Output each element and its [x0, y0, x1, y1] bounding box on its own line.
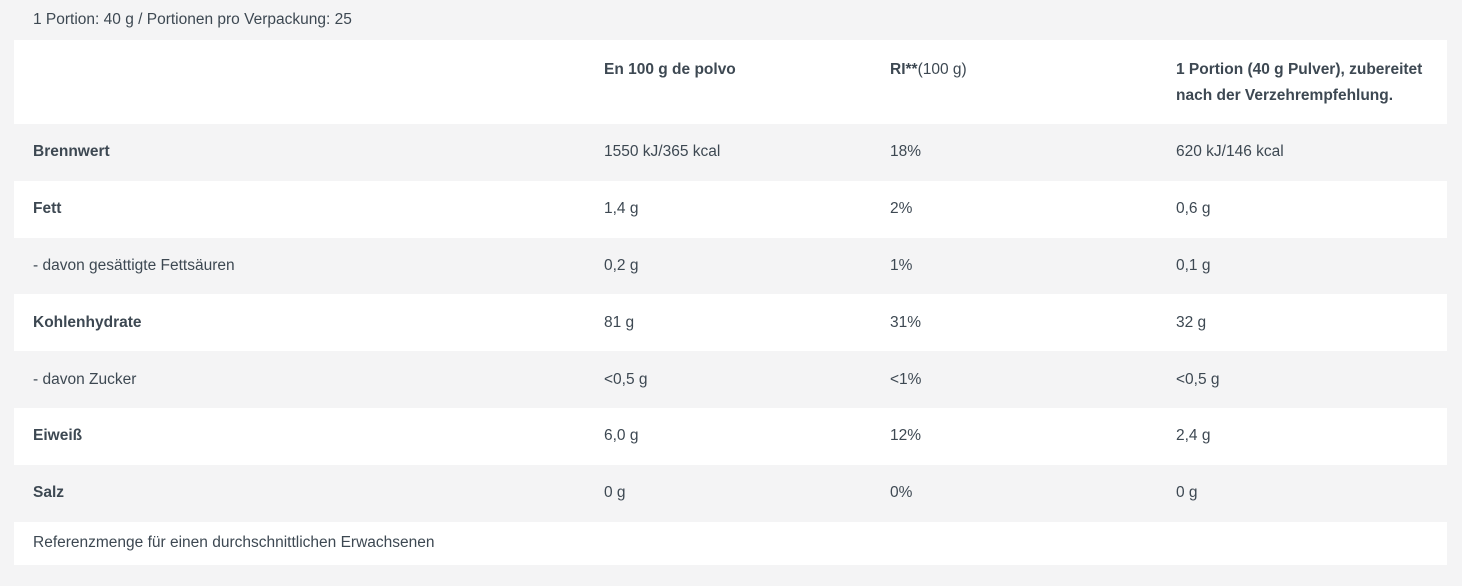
nutrition-table: En 100 g de polvo RI**(100 g) 1 Portion … [14, 40, 1447, 565]
value-portion: 32 g [1176, 313, 1207, 331]
value-per-100g: 6,0 g [604, 427, 639, 445]
value-portion: 0,1 g [1176, 256, 1211, 274]
header-per-100g: En 100 g de polvo [604, 61, 736, 78]
value-portion: <0,5 g [1176, 370, 1220, 388]
nutrient-label: Salz [33, 484, 65, 502]
header-ri-unit: (100 g) [917, 61, 967, 78]
value-ri: 2% [890, 200, 913, 218]
nutrient-label: Eiweiß [33, 427, 83, 445]
portion-info-line: 1 Portion: 40 g / Portionen pro Verpacku… [33, 11, 352, 28]
value-portion: 0 g [1176, 484, 1198, 502]
nutrient-label: Fett [33, 200, 62, 218]
value-ri: 31% [890, 313, 922, 331]
value-portion: 620 kJ/146 kcal [1176, 143, 1284, 161]
header-ri-abbrev: RI** [890, 61, 918, 78]
table-row: Eiweiß 6,0 g 12% 2,4 g [14, 407, 1447, 465]
table-header-row: En 100 g de polvo RI**(100 g) 1 Portion … [14, 40, 1447, 124]
value-per-100g: 81 g [604, 313, 635, 331]
value-per-100g: 0 g [604, 484, 626, 502]
table-row: Salz 0 g 0% 0 g [14, 465, 1447, 522]
header-portion-line1: 1 Portion (40 g Pulver), zubereitet [1176, 61, 1423, 78]
table-row: - davon gesättigte Fettsäuren 0,2 g 1% 0… [14, 238, 1447, 295]
nutrient-label: - davon gesättigte Fettsäuren [33, 256, 235, 274]
table-row: Brennwert 1550 kJ/365 kcal 18% 620 kJ/14… [14, 124, 1447, 181]
table-row: - davon Zucker <0,5 g <1% <0,5 g [14, 351, 1447, 408]
header-portion-line2: nach der Verzehrempfehlung. [1176, 87, 1394, 104]
value-ri: 0% [890, 484, 913, 502]
table-footer-note: Referenzmenge für einen durchschnittlich… [14, 521, 1447, 565]
table-rows: Brennwert 1550 kJ/365 kcal 18% 620 kJ/14… [14, 124, 1447, 522]
table-row: Kohlenhydrate 81 g 31% 32 g [14, 294, 1447, 352]
nutrient-label: Kohlenhydrate [33, 313, 142, 331]
header-portion: 1 Portion (40 g Pulver), zubereitet nach… [1176, 57, 1447, 109]
value-ri: 12% [890, 427, 922, 445]
value-portion: 0,6 g [1176, 200, 1211, 218]
value-per-100g: 1,4 g [604, 200, 639, 218]
value-per-100g: 0,2 g [604, 256, 639, 274]
nutrient-label: Brennwert [33, 143, 110, 161]
value-ri: <1% [890, 370, 922, 388]
table-row: Fett 1,4 g 2% 0,6 g [14, 180, 1447, 238]
value-ri: 18% [890, 143, 922, 161]
value-per-100g: <0,5 g [604, 370, 648, 388]
value-per-100g: 1550 kJ/365 kcal [604, 143, 721, 161]
nutrient-label: - davon Zucker [33, 370, 137, 388]
value-ri: 1% [890, 256, 913, 274]
value-portion: 2,4 g [1176, 427, 1211, 445]
header-ri: RI**(100 g) [890, 57, 1176, 83]
